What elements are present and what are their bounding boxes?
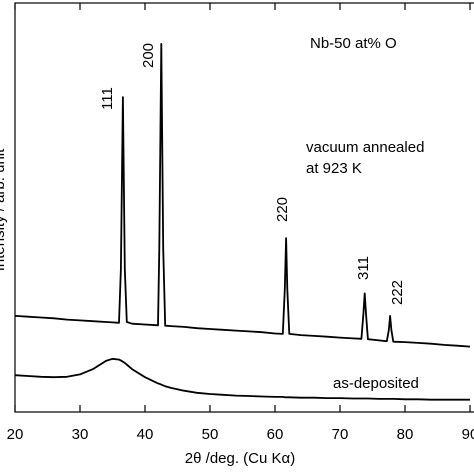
annotation: vacuum annealed [306, 139, 424, 156]
peak-label: 200 [140, 43, 157, 68]
series-label: as-deposited [333, 375, 419, 392]
x-tick-label: 70 [332, 426, 349, 443]
plot-frame [14, 2, 474, 413]
x-tick-label: 40 [137, 426, 154, 443]
x-axis-label: 2θ /deg. (Cu Kα) [185, 450, 295, 467]
peak-label: 111 [99, 87, 116, 110]
annotation: Nb-50 at% O [310, 35, 397, 52]
x-tick-label: 30 [72, 426, 89, 443]
y-axis-label: Intensity / arb. unit [0, 148, 8, 271]
x-tick-label: 20 [7, 426, 24, 443]
xrd-line [14, 43, 471, 348]
peak-label: 222 [389, 280, 406, 305]
xrd-line [14, 357, 470, 401]
annotation: at 923 K [306, 160, 362, 177]
x-tick-label: 80 [397, 426, 414, 443]
x-tick-label: 60 [267, 426, 284, 443]
x-tick-label: 90 [462, 426, 474, 443]
peak-label: 220 [274, 197, 291, 222]
peak-label: 311 [355, 256, 372, 280]
x-tick-label: 50 [202, 426, 219, 443]
